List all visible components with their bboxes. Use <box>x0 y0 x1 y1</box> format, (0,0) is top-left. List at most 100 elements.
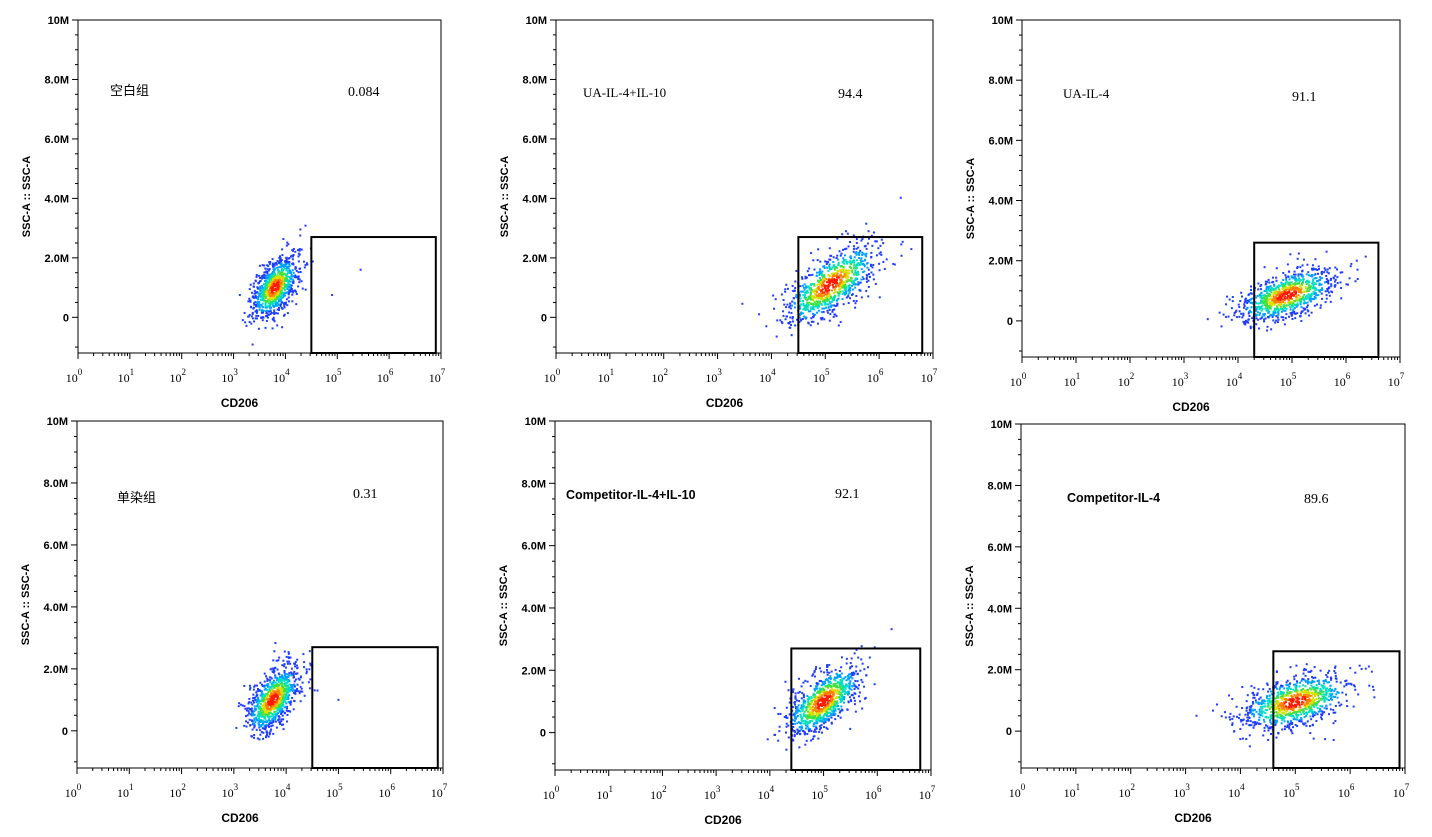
event-dot <box>258 276 261 279</box>
event-dot <box>862 277 865 280</box>
event-dot <box>286 673 289 676</box>
event-dot <box>793 306 796 309</box>
event-dot <box>1289 285 1292 288</box>
event-dot <box>256 715 259 718</box>
event-dot <box>1278 292 1281 295</box>
event-dot <box>819 696 822 699</box>
event-dot <box>1298 285 1301 288</box>
event-dot <box>269 720 272 723</box>
event-dot <box>1290 288 1293 291</box>
event-dot <box>280 299 283 302</box>
event-dot <box>809 274 812 277</box>
event-dot <box>858 695 861 698</box>
event-dot <box>1356 277 1359 280</box>
event-dot <box>805 707 808 710</box>
event-dot <box>269 292 272 295</box>
event-dot <box>795 712 798 715</box>
event-dot <box>1304 307 1307 310</box>
event-dot <box>785 706 788 709</box>
x-tick-label: 105 <box>326 782 343 800</box>
event-dot <box>852 281 855 284</box>
event-dot <box>261 286 264 289</box>
event-dot <box>259 279 262 282</box>
event-dot <box>254 296 257 299</box>
event-dot <box>792 725 795 728</box>
event-dot <box>1307 286 1310 289</box>
event-dot <box>1277 286 1280 289</box>
event-dot <box>1313 282 1316 285</box>
event-dot <box>813 284 816 287</box>
event-dot <box>820 696 823 699</box>
event-dot <box>281 677 284 680</box>
event-dot <box>260 707 263 710</box>
event-dot <box>275 263 278 266</box>
event-dot <box>309 664 312 667</box>
event-dot <box>1288 278 1291 281</box>
event-dot <box>813 689 816 692</box>
event-dot <box>852 264 855 267</box>
event-dot <box>829 694 832 697</box>
event-dot <box>1277 288 1280 291</box>
event-dot <box>837 714 840 717</box>
event-dot <box>296 687 299 690</box>
event-dot <box>804 727 807 730</box>
event-dot <box>838 698 841 701</box>
event-dot <box>1284 283 1287 286</box>
event-dot <box>271 318 274 321</box>
event-dot <box>258 306 261 309</box>
event-dot <box>273 294 276 297</box>
event-dot <box>266 305 269 308</box>
event-dot <box>837 288 840 291</box>
event-dot <box>835 284 838 287</box>
event-dot <box>1289 300 1292 303</box>
event-dot <box>1272 296 1275 299</box>
event-dot <box>806 714 809 717</box>
event-dot <box>819 280 822 283</box>
event-dot <box>826 706 829 709</box>
event-dot <box>299 685 302 688</box>
event-dot <box>298 249 301 252</box>
event-dot <box>828 300 831 303</box>
event-dot <box>837 675 840 678</box>
event-dot <box>268 679 271 682</box>
event-dot <box>288 289 291 292</box>
event-dot <box>850 700 853 703</box>
event-dot <box>1272 288 1275 291</box>
event-dot <box>269 305 272 308</box>
event-dot <box>278 287 281 290</box>
event-dot <box>814 292 817 295</box>
event-dot <box>272 713 275 716</box>
event-dot <box>796 318 799 321</box>
event-dot <box>253 734 256 737</box>
x-axis-label: CD206 <box>704 813 742 827</box>
event-dot <box>1265 304 1268 307</box>
event-dot <box>297 285 300 288</box>
event-dot <box>826 673 829 676</box>
event-dot <box>301 681 304 684</box>
event-dot <box>260 304 263 307</box>
event-dot <box>848 677 851 680</box>
event-dot <box>256 310 259 313</box>
event-dot <box>1349 265 1352 268</box>
event-dot <box>283 669 286 672</box>
event-dot <box>1243 306 1246 309</box>
event-dot <box>261 719 264 722</box>
event-dot <box>270 722 273 725</box>
event-dot <box>1319 304 1322 307</box>
event-dot <box>793 730 796 733</box>
event-dot <box>275 284 278 287</box>
event-dot <box>821 690 824 693</box>
event-dot <box>291 269 294 272</box>
event-dot <box>800 716 803 719</box>
event-dot <box>1314 258 1317 261</box>
event-dot <box>1355 259 1358 262</box>
event-dot <box>276 697 279 700</box>
event-dot <box>865 255 868 258</box>
event-dot <box>1294 281 1297 284</box>
event-dot <box>1271 281 1274 284</box>
event-dot <box>304 264 307 267</box>
event-dot <box>850 277 853 280</box>
event-dot <box>1282 306 1285 309</box>
event-dot <box>804 275 807 278</box>
event-dot <box>791 316 794 319</box>
